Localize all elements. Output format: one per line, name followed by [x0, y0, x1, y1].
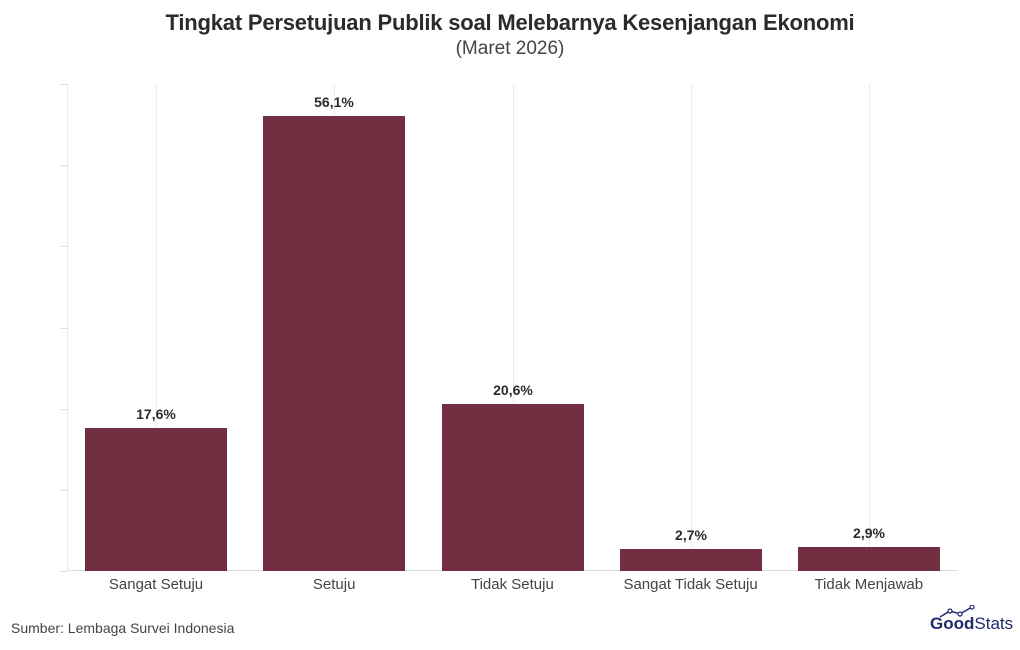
bar-value-label: 17,6%: [136, 406, 176, 423]
bar[interactable]: [263, 115, 405, 571]
x-tick-label: Tidak Setuju: [470, 576, 554, 593]
bar-value-label: 2,9%: [853, 525, 885, 542]
logo-good: Good: [930, 614, 975, 633]
x-tick-label: Tidak Menjawab: [814, 576, 924, 593]
chart-title: Tingkat Persetujuan Publik soal Melebarn…: [165, 10, 855, 35]
gridline: [156, 84, 157, 571]
bar[interactable]: [85, 428, 227, 571]
bar[interactable]: [442, 403, 584, 571]
gridline: [513, 84, 514, 571]
trend-line-icon: [939, 605, 975, 618]
plot-area: 0,0%10,0%20,0%30,0%40,0%50,0%60,0%17,6%5…: [61, 84, 958, 572]
bar[interactable]: [798, 547, 940, 571]
logo-stats: Stats: [974, 614, 1014, 633]
bar-value-label: 56,1%: [314, 93, 354, 110]
y-tick: [61, 571, 67, 572]
y-axis-line: [67, 84, 68, 571]
y-tick: [61, 327, 67, 329]
x-tick-label: Sangat Setuju: [108, 576, 204, 593]
y-tick: [61, 165, 67, 167]
gridline: [691, 84, 692, 571]
bar[interactable]: [620, 549, 762, 571]
y-tick: [61, 84, 67, 85]
gridline: [869, 84, 870, 571]
bar-value-label: 20,6%: [493, 381, 533, 398]
goodstats-logo: GoodStats: [930, 605, 1014, 634]
y-tick: [61, 246, 67, 248]
x-tick-label: Setuju: [312, 576, 356, 593]
source-note: Sumber: Lembaga Survei Indonesia: [11, 620, 235, 636]
y-tick: [61, 489, 67, 491]
x-tick-label: Sangat Tidak Setuju: [623, 576, 758, 593]
chart-subtitle: (Maret 2026): [455, 38, 565, 59]
bar-value-label: 2,7%: [675, 527, 707, 544]
y-tick: [61, 408, 67, 410]
